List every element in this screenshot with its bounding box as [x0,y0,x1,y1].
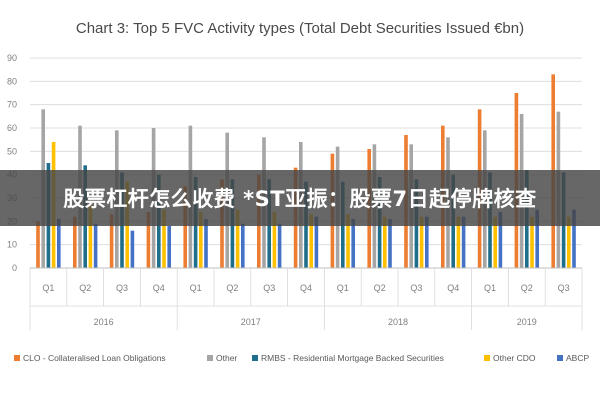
bar [36,221,40,268]
bar [535,209,539,268]
legend-swatch [252,355,258,361]
bar [272,212,277,268]
x-tick-label: Q1 [484,283,496,293]
y-tick-label: 10 [7,240,17,250]
y-tick-label: 80 [7,76,17,86]
y-tick-label: 90 [7,53,17,63]
bar [419,216,424,268]
legend-label: Other [216,353,237,363]
bar [493,216,497,268]
bar [204,219,208,268]
x-tick-label: Q3 [263,283,275,293]
y-tick-label: 60 [7,123,17,133]
legend-swatch [557,355,563,361]
bar [425,216,429,268]
bar [530,216,534,268]
bar [567,216,571,268]
bar [235,209,240,268]
x-tick-label: Q1 [337,283,349,293]
bar [456,216,461,268]
y-tick-label: 50 [7,146,17,156]
legend-label: ABCP [566,353,589,363]
bar [346,214,350,268]
overlay-banner-text: 股票杠杆怎么收费 *ST亚振：股票7日起停牌核查 [63,187,537,211]
bar [162,209,166,268]
bar [167,226,171,268]
bar [73,216,77,268]
bar [241,223,245,268]
bar [309,214,313,268]
bar [351,219,355,268]
bar [146,212,151,268]
legend-label: RMBS - Residential Mortgage Backed Secur… [261,353,444,363]
year-label: 2019 [517,317,537,327]
x-tick-label: Q1 [42,283,54,293]
bar [88,205,93,268]
bar [314,216,319,268]
bar [383,216,387,268]
legend-swatch [484,355,490,361]
x-tick-label: Q3 [558,283,570,293]
legend: CLO - Collateralised Loan Obligations Oth… [14,353,589,363]
year-label: 2017 [241,317,261,327]
x-tick-label: Q2 [226,283,238,293]
bar [130,230,135,268]
bar [461,216,466,268]
bar [57,219,61,268]
bar [498,212,503,268]
year-label: 2016 [94,317,114,327]
legend-label: CLO - Collateralised Loan Obligations [23,353,166,363]
y-tick-label: 0 [12,263,17,273]
x-tick-label: Q2 [79,283,91,293]
y-axis-ticks: 0102030405060708090 [7,53,17,273]
x-tick-label: Q4 [447,283,459,293]
x-tick-label: Q4 [153,283,165,293]
x-tick-label: Q2 [521,283,533,293]
legend-swatch [14,355,20,361]
x-tick-label: Q3 [116,283,128,293]
bar [183,186,187,268]
x-tick-label: Q4 [300,283,312,293]
x-tick-label: Q2 [374,283,386,293]
legend-label: Other CDO [493,353,536,363]
year-label: 2018 [388,317,408,327]
bar [277,223,282,268]
x-tick-label: Q1 [190,283,202,293]
x-axis: Q1 Q2 Q3 Q4 Q1 Q2 Q3 Q4 Q1 Q2 Q3 Q4 Q1 Q2 Q3 2016 2017 20… [29,267,583,330]
y-tick-label: 70 [7,100,17,110]
bar [93,223,98,268]
bar [388,219,392,268]
bar [109,214,114,268]
overlay-banner: 股票杠杆怎么收费 *ST亚振：股票7日起停牌核查 [0,170,600,226]
x-tick-label: Q3 [410,283,422,293]
bar [572,209,576,268]
chart-title: Chart 3: Top 5 FVC Activity types (Total… [76,20,524,37]
bar [199,212,203,268]
legend-swatch [207,355,213,361]
